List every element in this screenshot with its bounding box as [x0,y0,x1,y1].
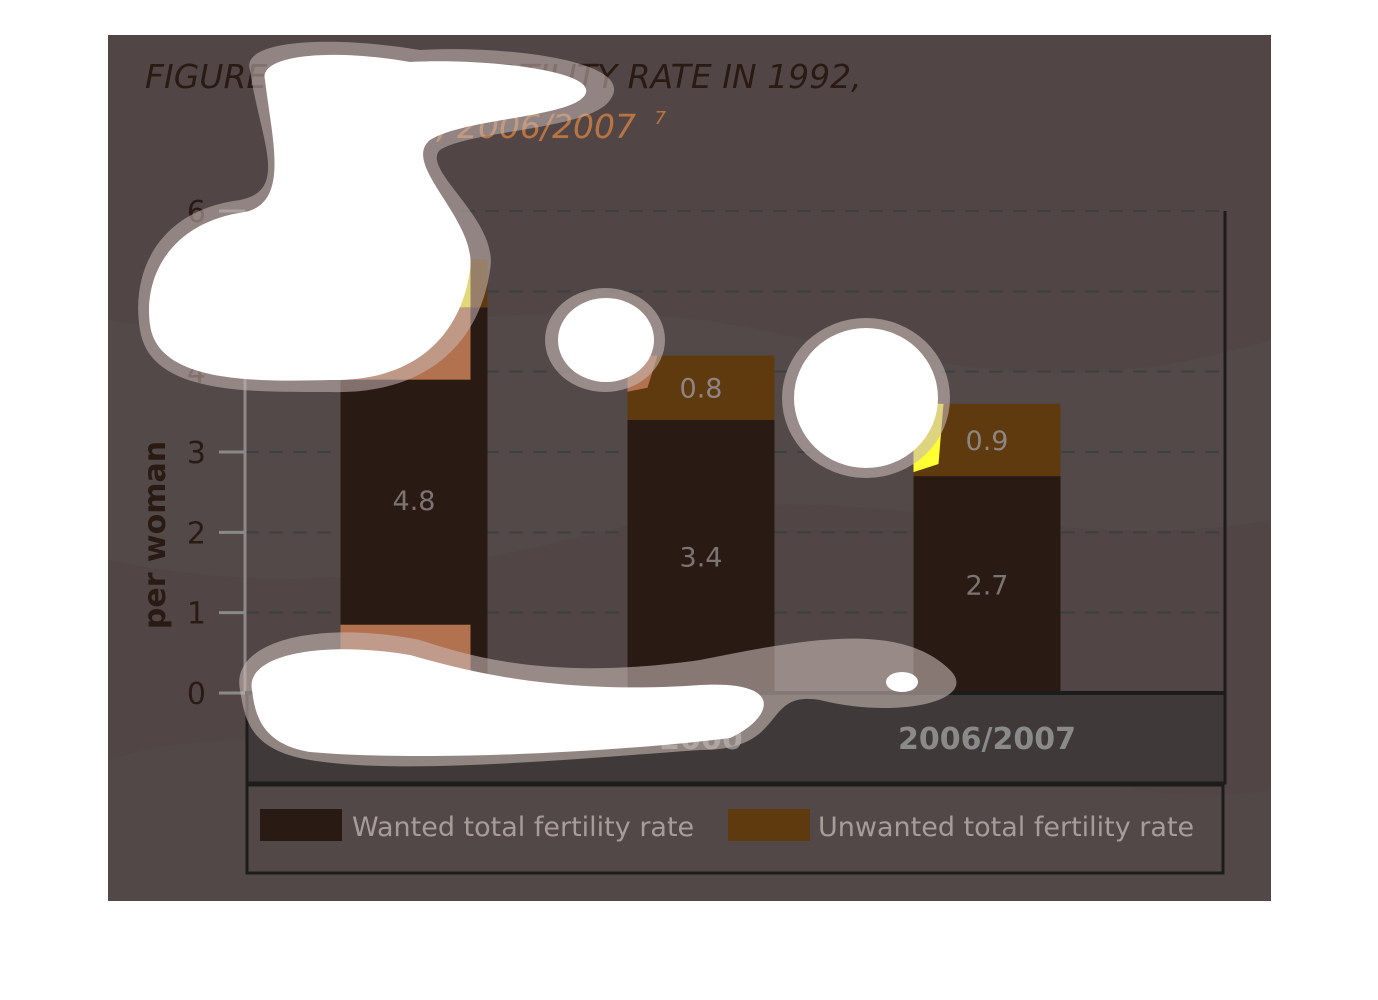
distortion-overlay [138,41,957,767]
bar-wanted-2006/2007 [913,476,1061,693]
legend: Wanted total fertility rate Unwanted tot… [245,783,1225,875]
y-tick-label: 0 [187,677,206,712]
y-tick-label: 2 [187,516,206,551]
legend-swatch-unwanted [728,809,810,841]
legend-swatch-wanted [260,809,342,841]
data-label: 2.7 [966,571,1009,602]
legend-label-wanted: Wanted total fertility rate [352,812,694,843]
legend-label-unwanted: Unwanted total fertility rate [818,812,1194,843]
bar-wanted-2000 [627,419,775,693]
y-tick-label: 1 [187,597,206,632]
distortion-blob [558,298,654,382]
y-axis-label: per woman [138,441,173,629]
data-label: 4.8 [393,486,436,517]
distortion-blob [251,649,764,757]
y-tick-label: 3 [187,436,206,471]
data-label: 3.4 [680,542,723,573]
data-label: 0.9 [966,426,1009,457]
x-tick-label: 2006/2007 [898,722,1076,757]
distortion-blob [148,54,587,381]
distortion-blob [794,328,938,468]
chart-title-footnote: 7 [655,108,667,129]
distortion-blob [886,672,918,692]
legend-frame [245,783,1225,875]
data-label: 0.8 [680,374,723,405]
